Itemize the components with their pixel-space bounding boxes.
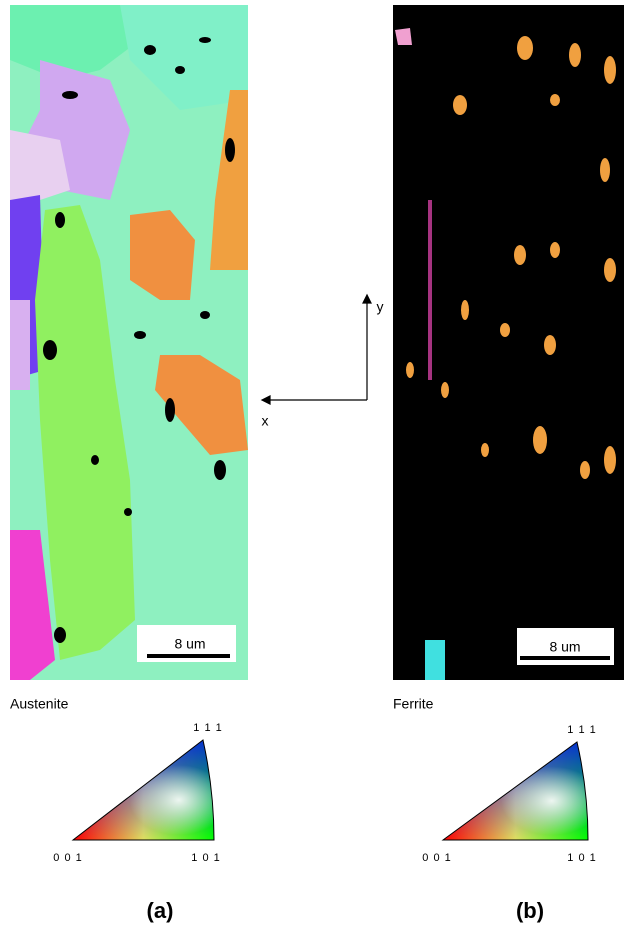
corner-label: 0 0 1: [53, 852, 82, 864]
figure: 8 um 8 um x y Austenite Ferrite 1 1 1 0 …: [0, 0, 624, 942]
corner-label: 1 0 1: [191, 852, 220, 864]
phase-label: Ferrite: [393, 696, 434, 712]
axes-arrows: [262, 295, 371, 404]
ipf-triangle: [443, 742, 588, 840]
corner-label: 1 1 1: [567, 724, 596, 736]
corner-label: 1 1 1: [193, 722, 222, 734]
ipf-triangle: [73, 740, 214, 840]
x-axis-label: x: [262, 413, 269, 429]
corner-label: 0 0 1: [422, 852, 451, 864]
y-axis-label: y: [377, 299, 384, 315]
phase-label: Austenite: [10, 696, 69, 712]
panel-caption: (b): [516, 898, 544, 923]
corner-label: 1 0 1: [567, 852, 596, 864]
panel-caption: (a): [147, 898, 174, 923]
austenite-map: [10, 5, 248, 680]
ferrite-map: [393, 5, 624, 680]
scale-bar-label: 8 um: [549, 639, 580, 655]
scale-bar-label: 8 um: [174, 636, 205, 652]
